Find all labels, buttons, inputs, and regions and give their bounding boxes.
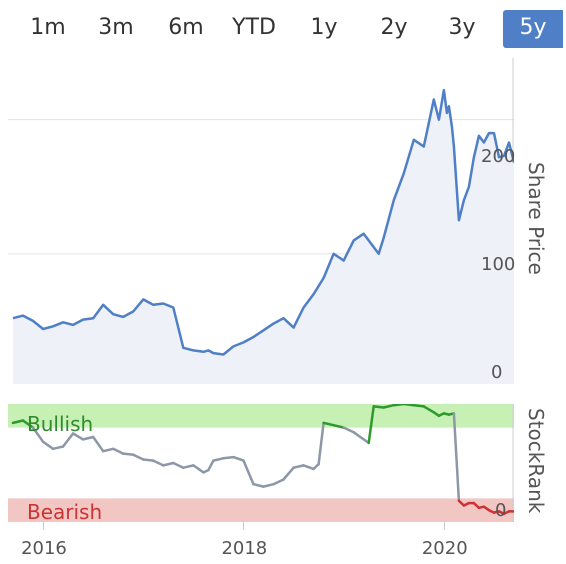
share-price-svg [8, 58, 516, 389]
stockrank-segment [282, 466, 295, 481]
stockrank-tick-0: 0 [495, 500, 507, 521]
stockrank-segment [232, 455, 245, 462]
stockrank-segment [121, 452, 135, 456]
stockrank-segment [342, 426, 355, 434]
range-tab-5y[interactable]: 5y [503, 10, 563, 48]
stockrank-segment [332, 423, 345, 429]
stockrank-segment [91, 435, 105, 453]
range-tab-1m[interactable]: 1m [30, 15, 66, 40]
stockrank-segment [11, 419, 25, 425]
x-tick-mark [43, 522, 45, 530]
stockrank-segment [322, 421, 335, 427]
stockrank-segment [182, 464, 195, 469]
range-tab-2y[interactable]: 2y [380, 15, 408, 40]
stockrank-segment [131, 453, 145, 461]
stockrank-segment [61, 432, 75, 448]
stockrank-segment [222, 455, 235, 460]
stockrank-segment [452, 412, 461, 503]
range-tab-ytd[interactable]: YTD [232, 15, 276, 40]
x-tick-mark [443, 522, 445, 530]
stockrank-segment [101, 447, 115, 453]
stockrank-segment [412, 403, 426, 408]
range-tab-3m[interactable]: 3m [98, 15, 134, 40]
price-tick-100: 100 [481, 254, 516, 275]
stockrank-segment [152, 459, 165, 467]
stockrank-segment [272, 478, 285, 486]
band-bearish [8, 498, 514, 522]
share-price-chart [8, 58, 516, 389]
price-tick-0: 0 [491, 362, 503, 383]
range-tab-3y[interactable]: 3y [448, 15, 476, 40]
stockrank-segment [252, 482, 265, 488]
stockrank-segment [262, 482, 275, 488]
stockrank-segment [51, 445, 65, 451]
range-tab-6m[interactable]: 6m [168, 15, 204, 40]
stockrank-svg [8, 402, 516, 522]
stockrank-chart [8, 402, 516, 522]
share-price-axis-title: Share Price [524, 162, 548, 275]
price-series-line [12, 88, 516, 356]
stockrank-segment [302, 464, 315, 471]
stockrank-segment [192, 464, 205, 474]
bearish-band-label: Bearish [27, 500, 103, 524]
stockrank-segment [111, 447, 125, 455]
stockrank-segment [71, 432, 85, 441]
x-tick-label-2018: 2018 [221, 538, 268, 559]
stockrank-segment [392, 402, 406, 407]
stockrank-segment [207, 459, 215, 472]
stockrank-segment [31, 426, 45, 444]
stockrank-segment [81, 435, 95, 441]
stockrank-segment [372, 405, 385, 409]
range-selector: 1m 3m 6m YTD 1y 2y 3y 5y [0, 0, 566, 56]
stockrank-segment [21, 419, 35, 429]
x-tick-label-2020: 2020 [421, 538, 468, 559]
bullish-band-label: Bullish [27, 412, 94, 436]
band-bullish [8, 404, 514, 428]
stockrank-segment [317, 421, 325, 466]
stockrank-segment [242, 459, 255, 486]
stockrank-segment [172, 461, 185, 469]
stockrank-segment [212, 457, 225, 462]
stockrank-segment [352, 431, 365, 441]
stockrank-segment [422, 405, 436, 414]
price-area-fill [13, 90, 514, 384]
stockrank-segment [142, 458, 155, 462]
x-tick-label-2016: 2016 [21, 538, 67, 559]
stockrank-segment [41, 440, 55, 451]
stockrank-segment [367, 405, 375, 445]
range-tab-1y[interactable]: 1y [310, 15, 338, 40]
stockrank-axis-title: StockRank [524, 408, 548, 514]
stockrank-segment [292, 464, 305, 469]
stockrank-segment [382, 403, 396, 409]
stockrank-segment [402, 402, 416, 407]
price-tick-200: 200 [481, 146, 516, 167]
stockrank-segment [162, 461, 175, 467]
x-tick-mark [243, 522, 245, 530]
